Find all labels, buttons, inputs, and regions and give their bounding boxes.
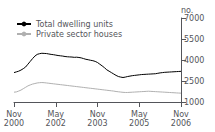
svg-text:Nov: Nov [173, 110, 189, 119]
svg-text:2005: 2005 [129, 119, 149, 128]
svg-text:Nov: Nov [6, 110, 22, 119]
svg-text:5500: 5500 [184, 35, 204, 44]
svg-text:no.: no. [181, 5, 194, 15]
svg-text:Nov: Nov [90, 110, 106, 119]
svg-text:2002: 2002 [46, 119, 66, 128]
svg-text:Total dwelling units: Total dwelling units [35, 20, 113, 29]
svg-text:1000: 1000 [184, 98, 204, 107]
svg-text:4000: 4000 [184, 56, 204, 65]
svg-text:2000: 2000 [4, 119, 24, 128]
svg-text:2500: 2500 [184, 77, 204, 86]
svg-text:2006: 2006 [171, 119, 191, 128]
svg-text:Private sector houses: Private sector houses [36, 30, 122, 39]
svg-text:7000: 7000 [184, 14, 204, 23]
svg-text:2003: 2003 [87, 119, 107, 128]
svg-text:May: May [131, 110, 148, 119]
svg-text:May: May [47, 110, 64, 119]
